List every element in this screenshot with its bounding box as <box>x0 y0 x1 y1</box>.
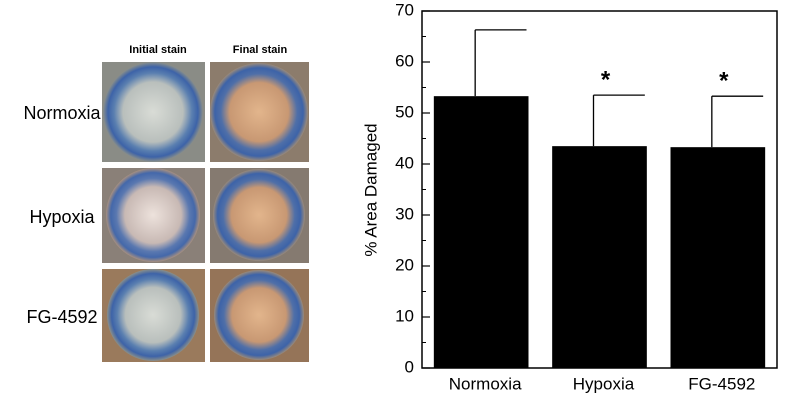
bar <box>552 146 647 368</box>
column-header: Final stain <box>233 44 288 56</box>
y-tick-label: 30 <box>395 204 414 223</box>
y-tick-label: 70 <box>395 0 414 19</box>
bar <box>433 96 529 369</box>
x-tick-label: FG-4592 <box>688 374 755 393</box>
y-tick-label: 10 <box>395 306 414 325</box>
bar <box>670 147 766 368</box>
image-panel: Initial stain Final stain Normoxia Hypox… <box>23 44 309 362</box>
row-label: Normoxia <box>23 103 101 123</box>
photo <box>213 169 305 261</box>
photo <box>210 63 308 161</box>
row-label: Hypoxia <box>29 207 95 227</box>
x-tick-label: Normoxia <box>449 374 522 393</box>
y-tick-label: 60 <box>395 51 414 70</box>
y-axis-label: % Area Damaged <box>361 123 380 256</box>
photo <box>107 269 199 361</box>
x-tick-label: Hypoxia <box>573 374 635 393</box>
photo <box>103 62 203 162</box>
photo <box>214 270 304 360</box>
y-tick-label: 20 <box>395 255 414 274</box>
significance-marker: * <box>601 66 611 93</box>
y-tick-label: 0 <box>405 357 414 376</box>
y-tick-label: 50 <box>395 102 414 121</box>
significance-marker: * <box>719 68 729 95</box>
error-bar <box>474 29 527 97</box>
column-header: Initial stain <box>129 44 187 56</box>
photo <box>106 168 200 262</box>
y-tick-label: 40 <box>395 153 414 172</box>
row-label: FG-4592 <box>26 307 97 327</box>
error-bar <box>711 95 764 148</box>
error-bar <box>592 94 645 147</box>
